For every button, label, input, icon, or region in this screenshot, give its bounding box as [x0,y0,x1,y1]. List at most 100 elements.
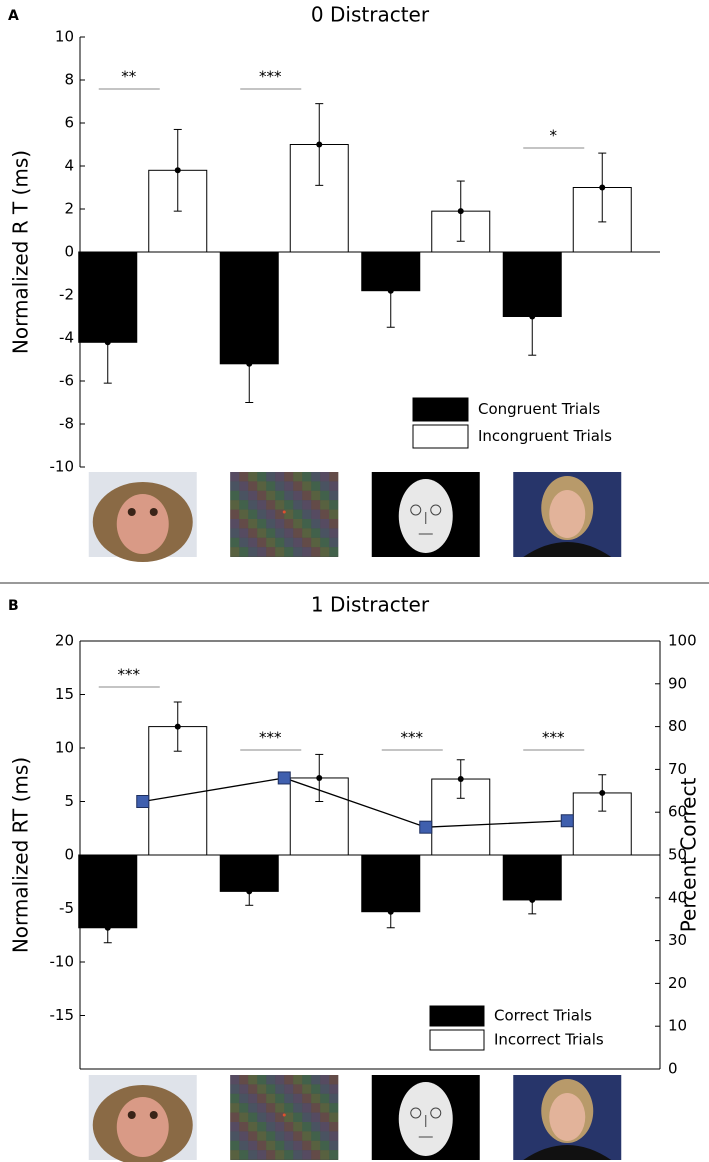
noise [239,472,249,482]
noise [302,1122,312,1132]
mean-dot [529,313,536,320]
stimulus-image [88,472,197,562]
noise [311,1122,321,1132]
noise [257,1103,267,1113]
noise [284,1075,294,1085]
mean-dot [599,789,606,796]
monkey-face [116,1097,169,1157]
y2-tick-label: 90 [668,674,687,692]
noise [329,1103,339,1113]
noise [248,547,258,557]
noise [248,1075,258,1085]
noise [248,1122,258,1132]
significance-label: *** [259,729,282,747]
noise [266,481,276,491]
mean-dot [104,924,111,931]
eye [149,508,158,516]
noise [257,519,267,529]
noise [320,1075,330,1085]
noise [320,490,330,501]
stimulus-image [230,472,339,557]
noise [320,500,330,510]
eye [410,1107,422,1119]
noise [293,1093,303,1104]
noise [311,519,321,529]
noise [239,481,249,491]
noise [248,509,258,519]
noise [329,1084,339,1094]
eye [430,504,442,516]
noise [311,1084,321,1094]
noise [239,547,249,557]
y2-axis-label: Percent Correct [677,778,701,933]
noise [293,509,303,519]
noise [311,1140,321,1151]
noise [266,1075,276,1085]
noise [257,481,267,491]
noise [320,1103,330,1113]
noise [239,1131,249,1141]
y-tick-label: 4 [64,157,74,175]
noise [275,1140,285,1151]
noise [293,1140,303,1151]
mean-dot [174,723,181,730]
noise [284,1150,294,1160]
noise [302,547,312,557]
line-marker [136,795,150,808]
noise [239,1103,249,1113]
noise [239,1075,249,1085]
legend-swatch [412,397,469,422]
noise [284,509,294,519]
noise [320,1084,330,1094]
noise [275,1131,285,1141]
noise [311,500,321,510]
y2-tick-label: 40 [668,888,687,906]
noise [320,1131,330,1141]
y-tick-label: -4 [59,329,74,347]
noise [257,509,267,519]
noise [329,519,339,529]
noise [248,500,258,510]
stimulus-image [230,1075,339,1160]
eye [127,1111,136,1119]
noise [329,1131,339,1141]
noise [293,500,303,510]
noise [248,481,258,491]
legend-label: Incongruent Trials [478,427,612,445]
noise [275,490,285,501]
noise [230,1103,240,1113]
noise [311,1093,321,1104]
y-tick-label: 10 [55,739,74,757]
y-tick-label: -6 [59,372,74,390]
noise [275,1122,285,1132]
noise [239,1112,249,1122]
noise [275,547,285,557]
stimulus-image [513,1075,622,1160]
y2-tick-label: 30 [668,931,687,949]
y2-tick-label: 60 [668,803,687,821]
shoulders [523,542,612,557]
noise [266,490,276,501]
noise [266,1140,276,1151]
noise [293,528,303,538]
noise [266,1103,276,1113]
noise [266,528,276,538]
noise [329,547,339,557]
noise [320,547,330,557]
line-marker [560,814,574,828]
noise [320,1140,330,1151]
noise [266,1112,276,1122]
noise [257,547,267,557]
noise [311,547,321,557]
noise [329,472,339,482]
noise [266,1122,276,1132]
noise [248,537,258,548]
noise [248,528,258,538]
panel-label: A [8,8,19,24]
noise [329,1093,339,1104]
noise [230,509,240,519]
mean-dot [387,287,394,294]
noise [284,1131,294,1141]
noise [302,1112,312,1122]
